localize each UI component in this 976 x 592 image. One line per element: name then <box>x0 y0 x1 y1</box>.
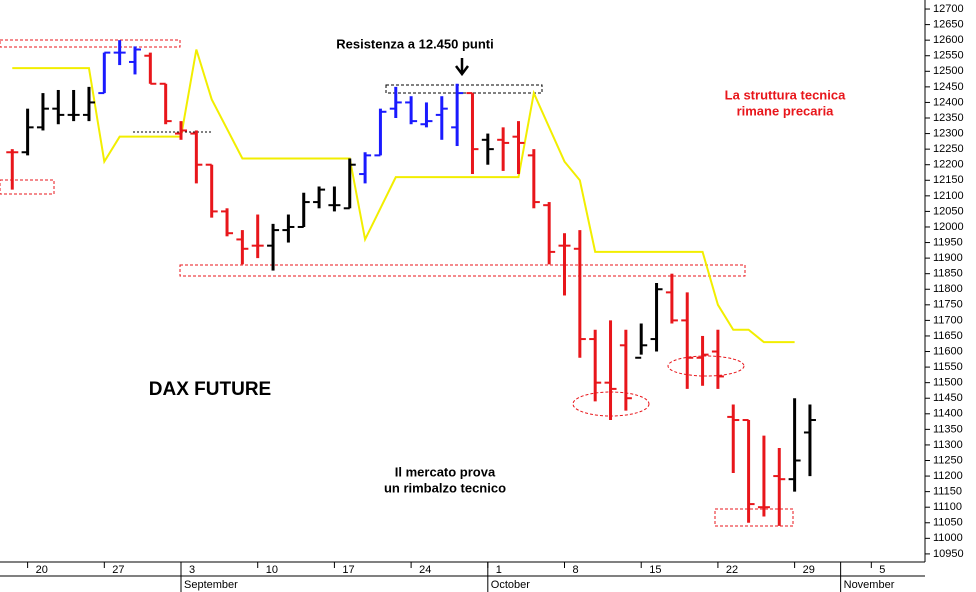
y-tick-label: 11900 <box>933 252 963 264</box>
x-tick-label: 27 <box>112 564 124 576</box>
y-tick-label: 11000 <box>933 532 963 544</box>
zone-ellipse <box>667 355 745 377</box>
x-tick-label: 8 <box>573 564 579 576</box>
zone <box>714 508 794 527</box>
y-tick-label: 11100 <box>933 501 962 513</box>
x-tick-label: 15 <box>649 564 661 576</box>
y-tick-label: 12150 <box>933 174 964 186</box>
y-tick-label: 12600 <box>933 34 964 46</box>
y-tick-label: 10950 <box>933 548 964 560</box>
y-tick-label: 12300 <box>933 127 964 139</box>
month-label: September <box>184 579 238 591</box>
x-tick-label: 1 <box>496 564 502 576</box>
y-tick-label: 12500 <box>933 65 964 77</box>
y-tick-label: 11750 <box>933 299 963 311</box>
x-tick-label: 20 <box>36 564 48 576</box>
annotation: Resistenza a 12.450 punti <box>336 36 494 51</box>
y-tick-label: 11500 <box>933 377 963 389</box>
x-tick-label: 3 <box>189 564 195 576</box>
y-tick-label: 11350 <box>933 423 963 435</box>
y-tick-label: 11550 <box>933 361 963 373</box>
zone <box>0 179 55 195</box>
y-tick-label: 12400 <box>933 96 964 108</box>
y-tick-label: 11150 <box>933 486 962 498</box>
annotation: La struttura tecnica <box>725 87 846 102</box>
zone <box>179 264 746 277</box>
y-tick-label: 12000 <box>933 221 964 233</box>
y-tick-label: 12550 <box>933 50 964 62</box>
x-tick-label: 24 <box>419 564 431 576</box>
y-tick-label: 11950 <box>933 236 963 248</box>
stop-line <box>12 49 795 344</box>
y-tick-label: 11300 <box>933 439 963 451</box>
x-tick-label: 29 <box>803 564 815 576</box>
y-tick-label: 11600 <box>933 345 963 357</box>
y-tick-label: 11450 <box>933 392 963 404</box>
y-tick-label: 11400 <box>933 408 963 420</box>
arrow <box>455 58 469 77</box>
zones <box>0 39 794 527</box>
y-tick-label: 12700 <box>933 3 964 15</box>
x-tick-label: 22 <box>726 564 738 576</box>
y-tick-label: 12100 <box>933 190 964 202</box>
y-tick-label: 11250 <box>933 454 963 466</box>
y-tick-label: 12250 <box>933 143 964 155</box>
zone <box>385 84 543 94</box>
x-tick-label: 5 <box>879 564 885 576</box>
annotation: rimane precaria <box>737 103 835 118</box>
month-label: October <box>491 579 530 591</box>
annotation: un rimbalzo tecnico <box>384 480 506 495</box>
y-tick-label: 12200 <box>933 159 964 171</box>
y-tick-label: 12050 <box>933 205 964 217</box>
x-tick-label: 10 <box>266 564 278 576</box>
y-tick-label: 11700 <box>933 314 963 326</box>
x-tick-label: 17 <box>342 564 354 576</box>
zone <box>0 39 181 48</box>
y-tick-label: 11800 <box>933 283 963 295</box>
y-tick-label: 11650 <box>933 330 963 342</box>
y-tick-label: 12350 <box>933 112 964 124</box>
y-tick-label: 11850 <box>933 268 963 280</box>
y-tick-label: 11200 <box>933 470 963 482</box>
y-tick-label: 12650 <box>933 19 964 31</box>
chart-title: DAX FUTURE <box>149 379 271 400</box>
y-tick-label: 11050 <box>933 517 963 529</box>
y-tick-label: 12450 <box>933 81 964 93</box>
annotation: Il mercato prova <box>395 464 496 479</box>
month-label: November <box>844 579 895 591</box>
